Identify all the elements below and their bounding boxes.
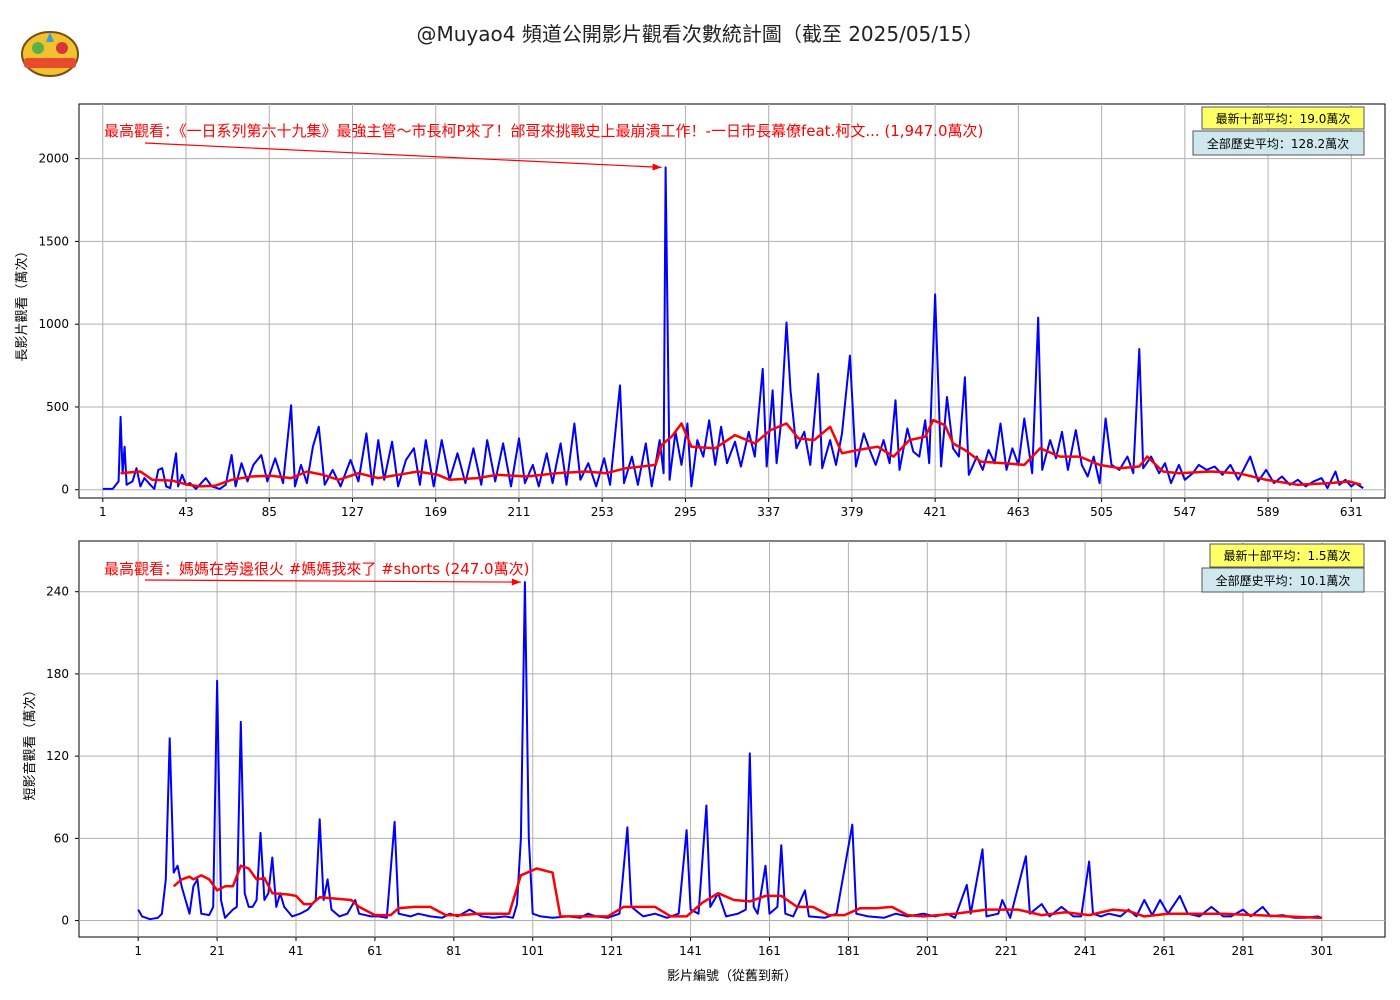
long-video-x-tick-label: 337 xyxy=(757,505,780,519)
long-video-x-tick-label: 421 xyxy=(924,505,947,519)
short-video-peak-arrow xyxy=(144,579,521,583)
short-video-peak-arrowhead xyxy=(511,578,521,586)
long-video-peak-annotation: 最高觀看：《一日系列第六十九集》最強主管～市長柯P來了！邰哥來挑戰史上最崩潰工作… xyxy=(104,122,983,140)
long-video-x-tick-label: 1 xyxy=(99,505,107,519)
short-video-moving-average-line xyxy=(172,864,1322,920)
short-video-latest-average-text: 最新十部平均：1.5萬次 xyxy=(1223,548,1350,563)
short-video-peak-annotation: 最高觀看：媽媽在旁邊很火 #媽媽我來了 #shorts (247.0萬次) xyxy=(104,560,529,578)
long-video-x-tick-label: 127 xyxy=(341,505,364,519)
short-video-x-tick-label: 141 xyxy=(679,944,702,958)
long-video-x-tick-label: 43 xyxy=(178,505,193,519)
short-video-x-tick-label: 81 xyxy=(446,944,461,958)
short-video-x-tick-label: 161 xyxy=(758,944,781,958)
short-video-history-average-text: 全部歷史平均：10.1萬次 xyxy=(1216,573,1351,588)
long-video-x-tick-label: 379 xyxy=(840,505,863,519)
short-video-x-tick-label: 1 xyxy=(134,944,142,958)
short-video-x-tick-label: 201 xyxy=(916,944,939,958)
long-video-chart: 1 43 85 127 169 211 253 295 337 379 421 463 505 547 58… xyxy=(14,103,1386,519)
x-axis-label: 影片編號（從舊到新） xyxy=(667,968,797,984)
long-video-x-tick-label: 505 xyxy=(1090,505,1113,519)
short-video-history-average-badge: 全部歷史平均：10.1萬次 xyxy=(1201,567,1365,593)
channel-logo xyxy=(21,31,79,77)
short-video-y-tick-label: 60 xyxy=(54,831,69,845)
long-video-x-tick-label: 85 xyxy=(262,505,277,519)
long-video-y-tick-label: 1500 xyxy=(38,234,69,248)
long-video-x-tick-label: 295 xyxy=(674,505,697,519)
short-video-y-tick-label: 0 xyxy=(61,914,69,928)
short-video-chart: 1 21 41 61 81 101 121 141 161 181 201 221 241 261 281 3… xyxy=(22,540,1386,958)
long-video-y-tick-label: 1000 xyxy=(38,317,69,331)
short-video-y-tick-label: 180 xyxy=(46,667,69,681)
long-video-y-tick-label: 0 xyxy=(61,483,69,497)
short-video-x-tick-label: 121 xyxy=(600,944,623,958)
short-video-y-tick-label: 120 xyxy=(46,749,69,763)
long-video-x-tick-label: 589 xyxy=(1257,505,1280,519)
long-video-y-tick-label: 2000 xyxy=(38,152,69,166)
short-video-views-line xyxy=(137,581,1323,921)
long-video-x-tick-label: 253 xyxy=(591,505,614,519)
short-video-x-tick-label: 241 xyxy=(1074,944,1097,958)
long-video-latest-average-badge: 最新十部平均：19.0萬次 xyxy=(1201,106,1365,130)
long-video-x-tick-label: 463 xyxy=(1007,505,1030,519)
short-video-x-tick-label: 61 xyxy=(367,944,382,958)
page-title: @Muyao4 頻道公開影片觀看次數統計圖（截至 2025/05/15） xyxy=(416,22,984,46)
long-video-peak-arrowhead xyxy=(652,163,662,171)
long-video-moving-average-line xyxy=(120,418,1362,488)
long-video-x-tick-label: 211 xyxy=(508,505,531,519)
long-video-x-tick-label: 547 xyxy=(1173,505,1196,519)
long-video-x-tick-label: 169 xyxy=(424,505,447,519)
short-video-x-tick-label: 221 xyxy=(995,944,1018,958)
long-video-latest-average-text: 最新十部平均：19.0萬次 xyxy=(1216,111,1351,126)
short-video-y-tick-label: 240 xyxy=(46,585,69,599)
long-video-y-tick-label: 500 xyxy=(46,400,69,414)
long-video-y-axis-label: 長影片觀看（萬次） xyxy=(14,244,30,361)
short-video-y-axis-label: 短影音觀看（萬次） xyxy=(22,683,38,800)
short-video-x-tick-label: 21 xyxy=(209,944,224,958)
long-video-history-average-badge: 全部歷史平均：128.2萬次 xyxy=(1192,130,1365,156)
short-video-x-tick-label: 101 xyxy=(521,944,544,958)
short-video-x-tick-label: 301 xyxy=(1310,944,1333,958)
short-video-x-tick-label: 181 xyxy=(837,944,860,958)
short-video-latest-average-badge: 最新十部平均：1.5萬次 xyxy=(1209,543,1365,568)
short-video-x-tick-label: 41 xyxy=(288,944,303,958)
short-video-x-tick-label: 261 xyxy=(1153,944,1176,958)
long-video-x-tick-label: 631 xyxy=(1340,505,1363,519)
short-video-x-tick-label: 281 xyxy=(1232,944,1255,958)
long-video-peak-arrow xyxy=(144,142,662,169)
long-video-history-average-text: 全部歷史平均：128.2萬次 xyxy=(1207,136,1349,151)
